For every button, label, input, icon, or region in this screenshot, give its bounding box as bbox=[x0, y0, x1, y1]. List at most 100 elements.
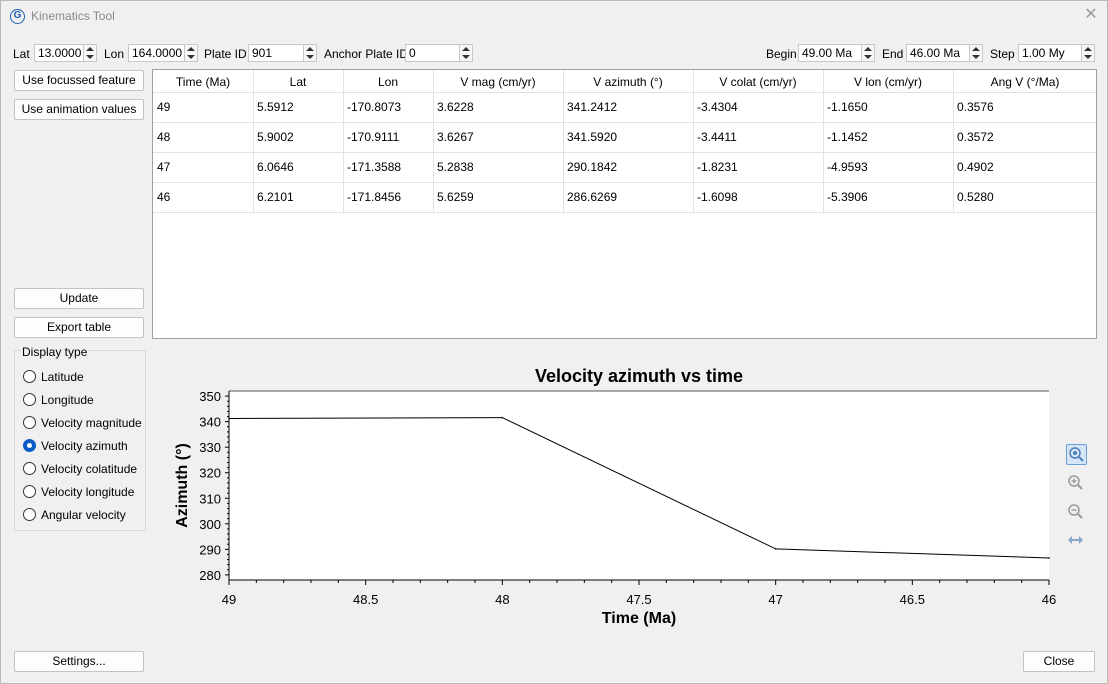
table-cell[interactable]: 0.4902 bbox=[957, 160, 994, 174]
anchor-plate-spinbox[interactable]: 0 bbox=[405, 44, 473, 62]
table-cell[interactable]: 6.0646 bbox=[257, 160, 294, 174]
spin-arrows-icon[interactable] bbox=[184, 45, 197, 61]
x-tick-label: 49 bbox=[222, 592, 236, 607]
table-header-cell[interactable]: V mag (cm/yr) bbox=[460, 75, 536, 89]
spin-arrows-icon[interactable] bbox=[861, 45, 874, 61]
table-cell[interactable]: -1.6098 bbox=[697, 190, 738, 204]
table-cell[interactable]: 290.1842 bbox=[567, 160, 618, 174]
use-animation-values-button[interactable]: Use animation values bbox=[14, 99, 144, 120]
table-cell[interactable]: 5.5912 bbox=[257, 100, 294, 114]
table-cell[interactable]: 46 bbox=[157, 190, 171, 204]
table-cell[interactable]: 286.6269 bbox=[567, 190, 618, 204]
table-cell[interactable]: 5.6259 bbox=[437, 190, 474, 204]
spin-arrows-icon[interactable] bbox=[1081, 45, 1094, 61]
y-tick-label: 300 bbox=[199, 517, 221, 532]
table-cell[interactable]: 341.5920 bbox=[567, 130, 618, 144]
radio-option-label: Velocity azimuth bbox=[41, 439, 128, 453]
table-cell[interactable]: -171.8456 bbox=[347, 190, 402, 204]
y-tick-label: 290 bbox=[199, 542, 221, 557]
kinematics-table[interactable]: Time (Ma) Lat Lon V mag (cm/yr) V azimuth (°… bbox=[152, 69, 1097, 339]
table-cell[interactable]: -170.8073 bbox=[347, 100, 402, 114]
table-cell[interactable]: 48 bbox=[157, 130, 171, 144]
table-cell[interactable]: -5.3906 bbox=[827, 190, 868, 204]
update-button[interactable]: Update bbox=[14, 288, 144, 309]
chart-svg: Velocity azimuth vs time 350 340 330 320 310 3… bbox=[174, 366, 1056, 627]
radio-button-icon[interactable] bbox=[23, 370, 36, 383]
radio-option-label: Velocity longitude bbox=[41, 485, 135, 499]
plate-id-spinbox[interactable]: 901 bbox=[248, 44, 317, 62]
table-header-cell[interactable]: V azimuth (°) bbox=[593, 75, 663, 89]
table-header-cell[interactable]: V colat (cm/yr) bbox=[719, 75, 797, 89]
spin-arrows-icon[interactable] bbox=[969, 45, 982, 61]
table-cell[interactable]: -3.4304 bbox=[697, 100, 738, 114]
radio-button-icon[interactable] bbox=[23, 393, 36, 406]
begin-label: Begin bbox=[766, 47, 797, 61]
y-tick-label: 350 bbox=[199, 389, 221, 404]
column-divider bbox=[343, 70, 344, 213]
pan-icon[interactable] bbox=[1066, 530, 1087, 551]
step-spinbox[interactable]: 1.00 My bbox=[1018, 44, 1095, 62]
radio-button-icon[interactable] bbox=[23, 439, 36, 452]
table-header-cell[interactable]: Ang V (°/Ma) bbox=[990, 75, 1060, 89]
series-line bbox=[228, 417, 1050, 559]
table-cell[interactable]: 47 bbox=[157, 160, 171, 174]
table-cell[interactable]: -1.8231 bbox=[697, 160, 738, 174]
title-bar: G Kinematics Tool ✕ bbox=[1, 1, 1107, 32]
zoom-out-icon[interactable] bbox=[1066, 502, 1087, 523]
zoom-fit-icon[interactable] bbox=[1066, 444, 1087, 465]
data-point bbox=[774, 548, 777, 550]
use-focussed-feature-button[interactable]: Use focussed feature bbox=[14, 70, 144, 91]
table-header-cell[interactable]: Lon bbox=[377, 75, 399, 89]
plate-id-value: 901 bbox=[252, 46, 273, 60]
spin-arrows-icon[interactable] bbox=[459, 45, 472, 61]
x-tick-label: 48 bbox=[495, 592, 509, 607]
table-cell[interactable]: 6.2101 bbox=[257, 190, 294, 204]
table-cell[interactable]: 5.9002 bbox=[257, 130, 294, 144]
anchor-plate-label: Anchor Plate ID bbox=[324, 47, 409, 61]
step-label: Step bbox=[990, 47, 1015, 61]
row-divider bbox=[153, 182, 1096, 183]
radio-button-icon[interactable] bbox=[23, 462, 36, 475]
x-tick-label: 46 bbox=[1042, 592, 1056, 607]
table-cell[interactable]: -1.1650 bbox=[827, 100, 868, 114]
close-button[interactable]: Close bbox=[1023, 651, 1095, 672]
begin-spinbox[interactable]: 49.00 Ma bbox=[798, 44, 875, 62]
y-tick-label: 320 bbox=[199, 466, 221, 481]
table-header-cell[interactable]: Time (Ma) bbox=[175, 75, 231, 89]
anchor-plate-value: 0 bbox=[409, 46, 416, 60]
table-cell[interactable]: 3.6228 bbox=[437, 100, 474, 114]
table-header-cell[interactable]: Lat bbox=[289, 75, 307, 89]
table-cell[interactable]: -170.9111 bbox=[347, 130, 400, 144]
table-cell[interactable]: 0.3576 bbox=[957, 100, 994, 114]
settings-button[interactable]: Settings... bbox=[14, 651, 144, 672]
x-axis-label: Time (Ma) bbox=[602, 610, 676, 627]
spin-arrows-icon[interactable] bbox=[83, 45, 96, 61]
table-cell[interactable]: 49 bbox=[157, 100, 171, 114]
table-cell[interactable]: -1.1452 bbox=[827, 130, 868, 144]
zoom-in-icon[interactable] bbox=[1066, 473, 1087, 494]
table-cell[interactable]: 0.5280 bbox=[957, 190, 994, 204]
table-cell[interactable]: -3.4411 bbox=[697, 130, 737, 144]
x-tick-label: 46.5 bbox=[900, 592, 925, 607]
table-cell[interactable]: 0.3572 bbox=[957, 130, 994, 144]
data-point bbox=[1048, 557, 1050, 559]
table-cell[interactable]: 5.2838 bbox=[437, 160, 474, 174]
spin-arrows-icon[interactable] bbox=[303, 45, 316, 61]
end-spinbox[interactable]: 46.00 Ma bbox=[906, 44, 983, 62]
window-close-icon[interactable]: ✕ bbox=[1084, 6, 1098, 23]
column-divider bbox=[693, 70, 694, 213]
table-cell[interactable]: 3.6267 bbox=[437, 130, 474, 144]
table-cell[interactable]: 341.2412 bbox=[567, 100, 618, 114]
radio-option-label: Latitude bbox=[41, 370, 84, 384]
lat-spinbox[interactable]: 13.0000 bbox=[34, 44, 97, 62]
radio-button-icon[interactable] bbox=[23, 416, 36, 429]
radio-option-label: Velocity colatitude bbox=[41, 462, 138, 476]
table-cell[interactable]: -171.3588 bbox=[347, 160, 402, 174]
velocity-chart[interactable]: Velocity azimuth vs time 350 340 330 320 310 3… bbox=[151, 361, 1061, 631]
export-table-button[interactable]: Export table bbox=[14, 317, 144, 338]
table-header-cell[interactable]: V lon (cm/yr) bbox=[853, 75, 922, 89]
radio-button-icon[interactable] bbox=[23, 485, 36, 498]
table-cell[interactable]: -4.9593 bbox=[827, 160, 868, 174]
lon-spinbox[interactable]: 164.0000 bbox=[128, 44, 198, 62]
radio-button-icon[interactable] bbox=[23, 508, 36, 521]
